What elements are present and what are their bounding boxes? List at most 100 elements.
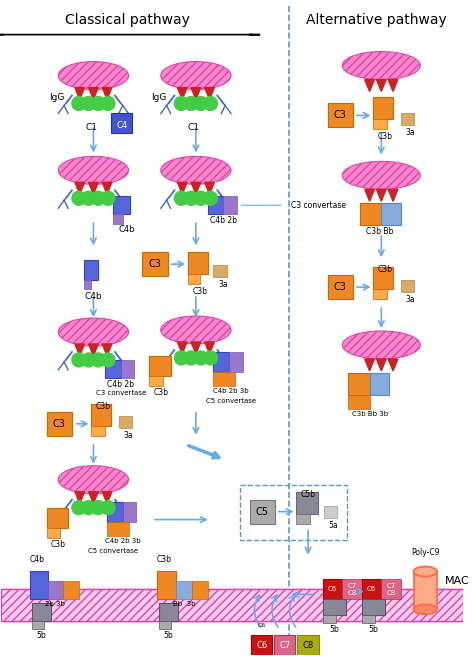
Text: MAC: MAC bbox=[445, 577, 469, 586]
Ellipse shape bbox=[58, 466, 128, 494]
Bar bbox=[142, 252, 168, 276]
Bar bbox=[46, 508, 68, 527]
Text: 5b: 5b bbox=[329, 625, 339, 634]
Bar bbox=[192, 581, 208, 600]
Text: C7: C7 bbox=[279, 641, 290, 650]
Ellipse shape bbox=[161, 156, 231, 184]
Bar bbox=[113, 215, 123, 224]
Bar bbox=[381, 203, 401, 225]
Bar bbox=[381, 579, 401, 600]
Bar bbox=[297, 636, 319, 655]
Polygon shape bbox=[376, 190, 386, 201]
Bar bbox=[121, 360, 135, 378]
Text: Bb  3b: Bb 3b bbox=[173, 602, 195, 607]
Text: C3b: C3b bbox=[96, 402, 110, 411]
Polygon shape bbox=[102, 491, 112, 504]
Text: IgG: IgG bbox=[151, 93, 166, 102]
Circle shape bbox=[194, 351, 208, 365]
Text: C3b: C3b bbox=[51, 539, 66, 548]
Bar bbox=[274, 636, 295, 655]
Bar bbox=[107, 502, 123, 522]
Polygon shape bbox=[191, 87, 201, 100]
Text: C3 convertase: C3 convertase bbox=[96, 390, 146, 396]
Circle shape bbox=[194, 96, 208, 110]
Text: C7
C8: C7 C8 bbox=[386, 583, 396, 596]
Polygon shape bbox=[191, 342, 201, 354]
Bar bbox=[32, 604, 52, 621]
Bar bbox=[342, 579, 362, 600]
Circle shape bbox=[91, 96, 105, 110]
Bar bbox=[91, 404, 111, 426]
Text: C3b: C3b bbox=[192, 287, 207, 296]
Bar bbox=[323, 615, 337, 623]
Bar bbox=[32, 621, 44, 629]
Circle shape bbox=[72, 192, 86, 205]
Bar bbox=[362, 615, 375, 623]
Text: C3b Bb 3b: C3b Bb 3b bbox=[352, 411, 388, 417]
Polygon shape bbox=[376, 79, 386, 91]
Ellipse shape bbox=[342, 52, 420, 79]
Bar bbox=[296, 491, 318, 514]
Text: C3b: C3b bbox=[157, 556, 172, 565]
Polygon shape bbox=[102, 87, 112, 100]
Polygon shape bbox=[177, 182, 187, 194]
Polygon shape bbox=[89, 182, 98, 194]
Polygon shape bbox=[388, 79, 398, 91]
Circle shape bbox=[101, 353, 115, 367]
Text: 3a: 3a bbox=[219, 280, 228, 289]
Circle shape bbox=[82, 192, 95, 205]
Text: C3: C3 bbox=[53, 419, 66, 429]
Bar bbox=[370, 373, 389, 395]
Circle shape bbox=[82, 353, 95, 367]
Bar bbox=[157, 571, 176, 600]
Ellipse shape bbox=[58, 62, 128, 89]
Circle shape bbox=[91, 192, 105, 205]
Polygon shape bbox=[89, 87, 98, 100]
Ellipse shape bbox=[161, 62, 231, 89]
Text: 5b: 5b bbox=[369, 625, 378, 634]
Bar bbox=[374, 98, 393, 119]
Bar bbox=[176, 581, 192, 600]
Bar bbox=[374, 289, 387, 299]
Bar bbox=[328, 275, 353, 299]
Bar bbox=[188, 252, 208, 274]
Polygon shape bbox=[365, 79, 374, 91]
Circle shape bbox=[184, 192, 198, 205]
Ellipse shape bbox=[413, 567, 437, 577]
Text: 3a: 3a bbox=[406, 295, 415, 304]
Bar bbox=[119, 416, 132, 428]
Text: C3b: C3b bbox=[378, 133, 392, 142]
Polygon shape bbox=[205, 182, 214, 194]
Text: C4: C4 bbox=[116, 121, 128, 130]
Circle shape bbox=[174, 192, 188, 205]
Text: C7
C8: C7 C8 bbox=[347, 583, 356, 596]
Bar bbox=[374, 267, 393, 289]
Ellipse shape bbox=[342, 161, 420, 190]
Text: IgG: IgG bbox=[49, 93, 64, 102]
Text: C1: C1 bbox=[188, 123, 200, 133]
Polygon shape bbox=[376, 359, 386, 371]
Text: 3a: 3a bbox=[406, 129, 415, 137]
Bar bbox=[107, 522, 128, 535]
Text: Poly-C9: Poly-C9 bbox=[411, 548, 439, 556]
Bar bbox=[159, 604, 178, 621]
Bar bbox=[323, 600, 346, 615]
Polygon shape bbox=[177, 87, 187, 100]
Polygon shape bbox=[365, 190, 374, 201]
Bar bbox=[401, 113, 414, 125]
Text: C3 convertase: C3 convertase bbox=[291, 201, 346, 210]
Text: C4b 2b 3b: C4b 2b 3b bbox=[105, 537, 140, 544]
Bar bbox=[213, 265, 227, 277]
Bar bbox=[188, 274, 200, 284]
Bar bbox=[0, 590, 463, 621]
Ellipse shape bbox=[58, 318, 128, 346]
Bar bbox=[83, 260, 98, 280]
Bar bbox=[360, 203, 381, 225]
Bar bbox=[149, 356, 171, 376]
Circle shape bbox=[91, 501, 105, 514]
Ellipse shape bbox=[58, 156, 128, 184]
Text: C6: C6 bbox=[328, 586, 337, 592]
Text: 3a: 3a bbox=[124, 431, 133, 440]
Circle shape bbox=[184, 96, 198, 110]
Text: C4b 2b: C4b 2b bbox=[210, 216, 237, 225]
